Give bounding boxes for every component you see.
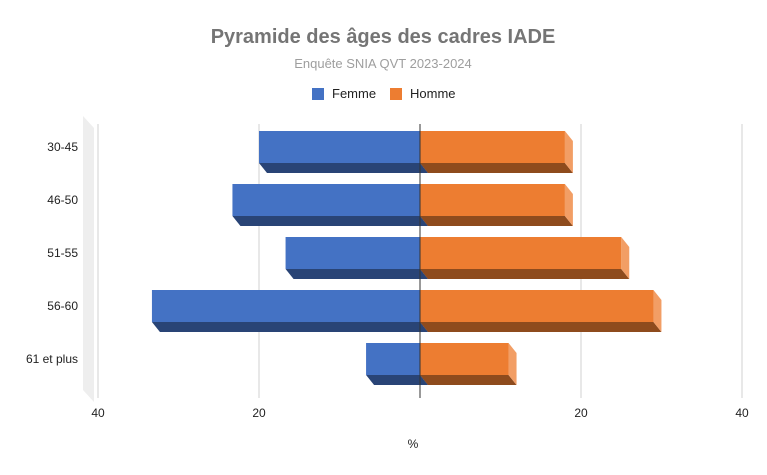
legend-label-femme: Femme — [332, 86, 376, 101]
bar-femme — [366, 343, 428, 385]
bar-front-face — [420, 290, 654, 322]
legend-label-homme: Homme — [410, 86, 456, 101]
bar-bottom-face — [285, 269, 428, 279]
bar-front-face — [420, 184, 565, 216]
bar-front-face — [420, 237, 622, 269]
bar-bottom-face — [420, 163, 573, 173]
bar-bottom-face — [151, 322, 428, 332]
plot-area: 30-45 46-50 51-55 56-60 61 et plus 40 20 20 40 — [26, 116, 749, 420]
x-tick-label: 40 — [91, 406, 105, 420]
chart-subtitle: Enquête SNIA QVT 2023-2024 — [294, 56, 472, 71]
bar-front-face — [151, 290, 420, 322]
bar-femme — [285, 237, 428, 279]
bar-homme — [420, 184, 573, 226]
bar-bottom-face — [420, 216, 573, 226]
bar-front-face — [366, 343, 420, 375]
bar-homme — [420, 237, 630, 279]
bar-homme — [420, 290, 662, 332]
y-tick-label: 56-60 — [47, 299, 78, 313]
y-tick-label: 30-45 — [47, 140, 78, 154]
bar-end-face — [508, 343, 517, 385]
bar-end-face — [653, 290, 662, 332]
bar-bottom-face — [420, 269, 630, 279]
legend-swatch-homme — [390, 88, 402, 100]
bar-femme — [232, 184, 428, 226]
y-tick-label: 61 et plus — [26, 352, 78, 366]
bar-front-face — [232, 184, 420, 216]
y-tick-label: 51-55 — [47, 246, 78, 260]
y-tick-label: 46-50 — [47, 193, 78, 207]
bar-bottom-face — [420, 322, 662, 332]
bar-end-face — [564, 184, 573, 226]
bar-homme — [420, 131, 573, 173]
bar-bottom-face — [259, 163, 428, 173]
bar-bottom-face — [366, 375, 428, 385]
x-tick-label: 20 — [574, 406, 588, 420]
bar-end-face — [621, 237, 630, 279]
bar-front-face — [259, 131, 420, 163]
x-tick-label: 40 — [735, 406, 749, 420]
legend: Femme Homme — [312, 86, 456, 101]
bar-front-face — [420, 131, 565, 163]
bar-bottom-face — [232, 216, 428, 226]
legend-swatch-femme — [312, 88, 324, 100]
chart-title: Pyramide des âges des cadres IADE — [211, 26, 556, 48]
bar-homme — [420, 343, 517, 385]
chart-side-wall — [83, 116, 94, 402]
x-axis-title: % — [408, 437, 419, 451]
bar-front-face — [285, 237, 420, 269]
bar-femme — [259, 131, 428, 173]
bar-femme — [151, 290, 428, 332]
x-tick-label: 20 — [252, 406, 266, 420]
bar-bottom-face — [420, 375, 517, 385]
bar-front-face — [420, 343, 509, 375]
bar-end-face — [564, 131, 573, 173]
